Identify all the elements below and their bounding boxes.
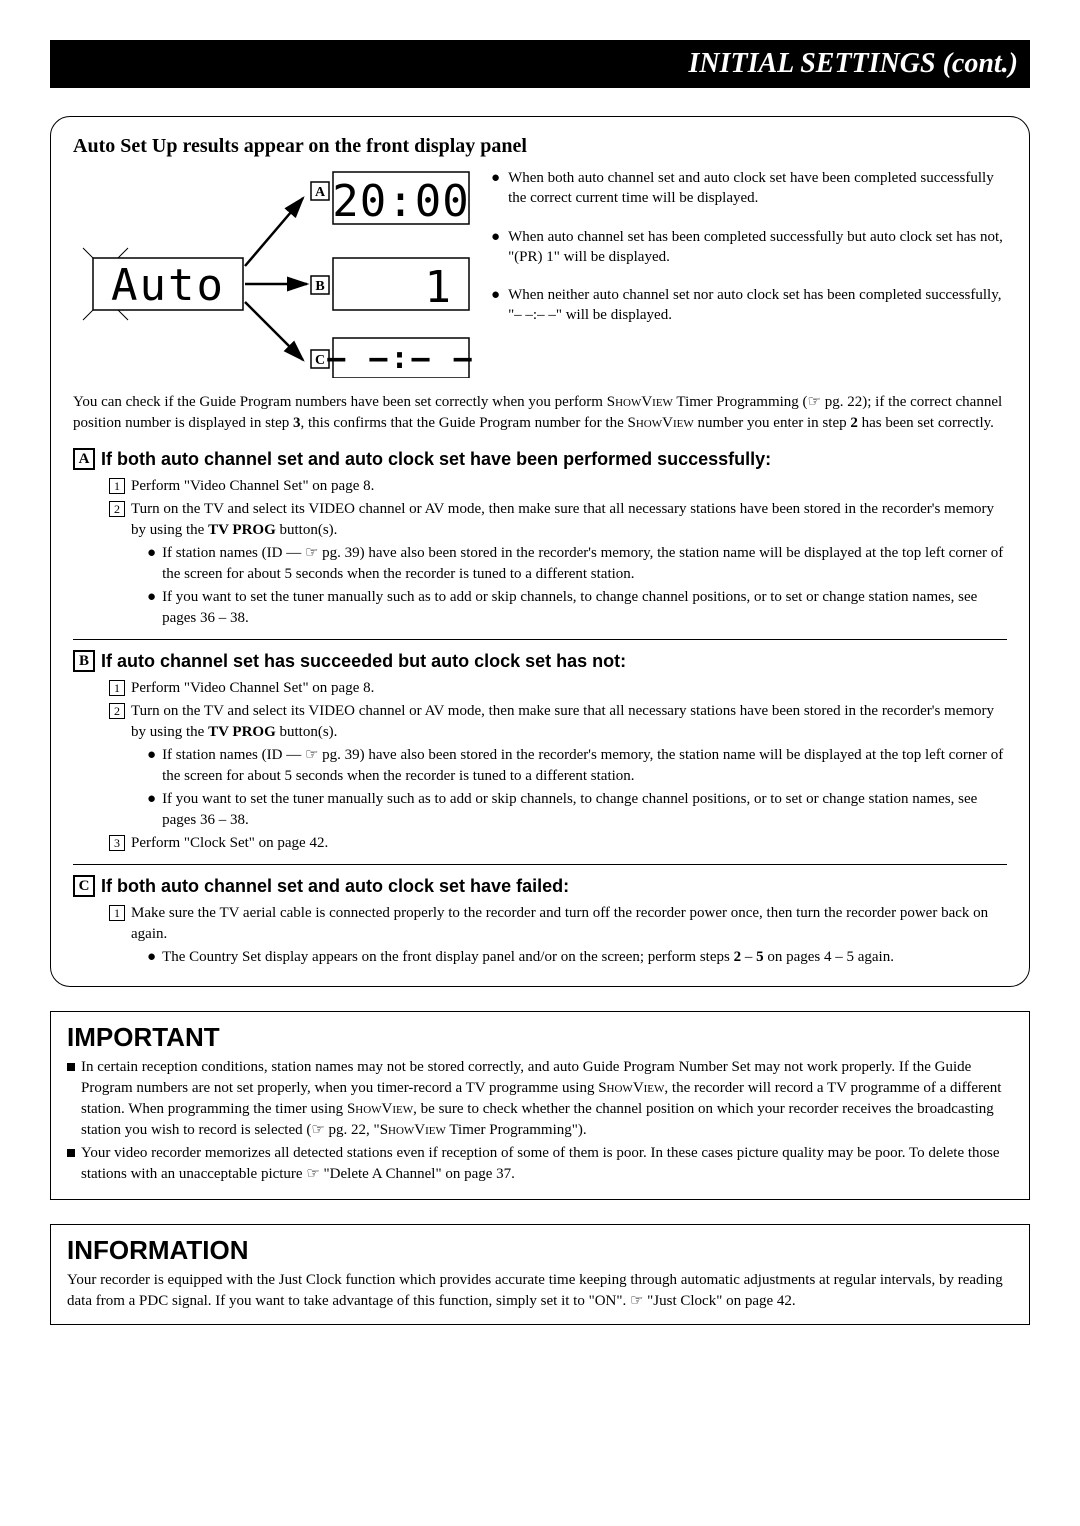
important-box: IMPORTANT In certain reception condition… [50,1011,1030,1200]
display-diagram: Auto [73,168,473,378]
section-heading-a: A If both auto channel set and auto clock… [73,448,1007,470]
diagram-source-label: Auto [111,260,225,311]
section-heading-text: If both auto channel set and auto clock … [101,449,771,470]
step-number-icon: 1 [109,905,125,921]
page-number: 6 EN [56,26,117,93]
square-bullet-icon [67,1149,75,1157]
sub-bullet-item: ●If you want to set the tuner manually s… [147,587,1007,629]
check-paragraph: You can check if the Guide Program numbe… [73,392,1007,434]
information-text: Your recorder is equipped with the Just … [67,1270,1013,1312]
step-text: Perform "Clock Set" on page 42. [131,833,328,854]
section-heading-text: If auto channel set has succeeded but au… [101,651,626,672]
important-item-2: Your video recorder memorizes all detect… [67,1143,1013,1185]
bullet-icon: ● [491,168,500,209]
display-b-value: 1 [425,262,452,313]
information-box: INFORMATION Your recorder is equipped wi… [50,1224,1030,1325]
display-c-value: – –:– – [327,341,473,376]
bullet-icon: ● [147,745,156,787]
step-item: 2 Turn on the TV and select its VIDEO cha… [109,701,1007,743]
important-heading: IMPORTANT [67,1022,1013,1053]
square-bullet-icon [67,1063,75,1071]
step-text: Perform "Video Channel Set" on page 8. [131,678,374,699]
bullet-icon: ● [491,285,500,326]
step-text: Perform "Video Channel Set" on page 8. [131,476,374,497]
display-a-letter: A [315,185,326,200]
desc-a: When both auto channel set and auto cloc… [508,168,1007,209]
step-number-icon: 1 [109,478,125,494]
sub-bullet-text: If station names (ID — ☞ pg. 39) have al… [162,745,1007,787]
sub-bullet-item: ●If station names (ID — ☞ pg. 39) have a… [147,543,1007,585]
bullet-icon: ● [147,789,156,831]
bullet-icon: ● [147,587,156,629]
auto-setup-results-box: Auto Set Up results appear on the front … [50,116,1030,987]
display-a-value: 20:00 [332,176,469,227]
section-heading-c: C If both auto channel set and auto clock… [73,875,1007,897]
display-b-letter: B [315,279,324,294]
step-item: 1 Perform "Video Channel Set" on page 8. [109,678,1007,699]
sub-bullet-text: If station names (ID — ☞ pg. 39) have al… [162,543,1007,585]
sub-bullet-text: The Country Set display appears on the f… [162,947,894,968]
section-divider [73,864,1007,865]
desc-c: When neither auto channel set nor auto c… [508,285,1007,326]
sub-bullet-list: ●If station names (ID — ☞ pg. 39) have a… [129,745,1007,831]
display-c-letter: C [315,353,325,368]
sub-bullet-item: ●If you want to set the tuner manually s… [147,789,1007,831]
letter-box-icon: A [73,448,95,470]
section-divider [73,639,1007,640]
sub-bullet-item: ●If station names (ID — ☞ pg. 39) have a… [147,745,1007,787]
bullet-icon: ● [491,227,500,268]
page-lang: EN [89,59,117,84]
letter-box-icon: C [73,875,95,897]
step-list: 1 Make sure the TV aerial cable is connec… [73,903,1007,968]
information-heading: INFORMATION [67,1235,1013,1266]
step-item: 3 Perform "Clock Set" on page 42. [109,833,1007,854]
step-number-icon: 2 [109,703,125,719]
bullet-icon: ● [147,947,156,968]
section-heading-b: B If auto channel set has succeeded but a… [73,650,1007,672]
header-title: INITIAL SETTINGS (cont.) [688,48,1018,80]
step-text: Make sure the TV aerial cable is connect… [131,903,1007,945]
page-header: 6 EN INITIAL SETTINGS (cont.) [50,40,1030,88]
step-item: 1 Make sure the TV aerial cable is connec… [109,903,1007,945]
sub-bullet-text: If you want to set the tuner manually su… [162,587,1007,629]
step-list: 1Perform "Video Channel Set" on page 8.2… [73,476,1007,629]
sub-bullet-list: ●If station names (ID — ☞ pg. 39) have a… [129,543,1007,629]
box-title: Auto Set Up results appear on the front … [73,135,1007,158]
display-descriptions: ●When both auto channel set and auto clo… [491,168,1007,378]
step-item: 2 Turn on the TV and select its VIDEO cha… [109,499,1007,541]
section-heading-text: If both auto channel set and auto clock … [101,876,569,897]
step-number-icon: 3 [109,835,125,851]
step-list: 1Perform "Video Channel Set" on page 8.2… [73,678,1007,854]
sub-bullet-item: ● The Country Set display appears on the … [147,947,1007,968]
step-text: Turn on the TV and select its VIDEO chan… [131,701,1007,743]
sub-bullet-text: If you want to set the tuner manually su… [162,789,1007,831]
step-text: Turn on the TV and select its VIDEO chan… [131,499,1007,541]
bullet-icon: ● [147,543,156,585]
step-number-icon: 1 [109,680,125,696]
sub-bullet-list: ● The Country Set display appears on the … [129,947,1007,968]
page-number-value: 6 [56,27,85,92]
letter-box-icon: B [73,650,95,672]
step-item: 1 Perform "Video Channel Set" on page 8. [109,476,1007,497]
important-item-1: In certain reception conditions, station… [67,1057,1013,1141]
step-number-icon: 2 [109,501,125,517]
desc-b: When auto channel set has been completed… [508,227,1007,268]
diagram-svg: Auto [73,168,473,378]
